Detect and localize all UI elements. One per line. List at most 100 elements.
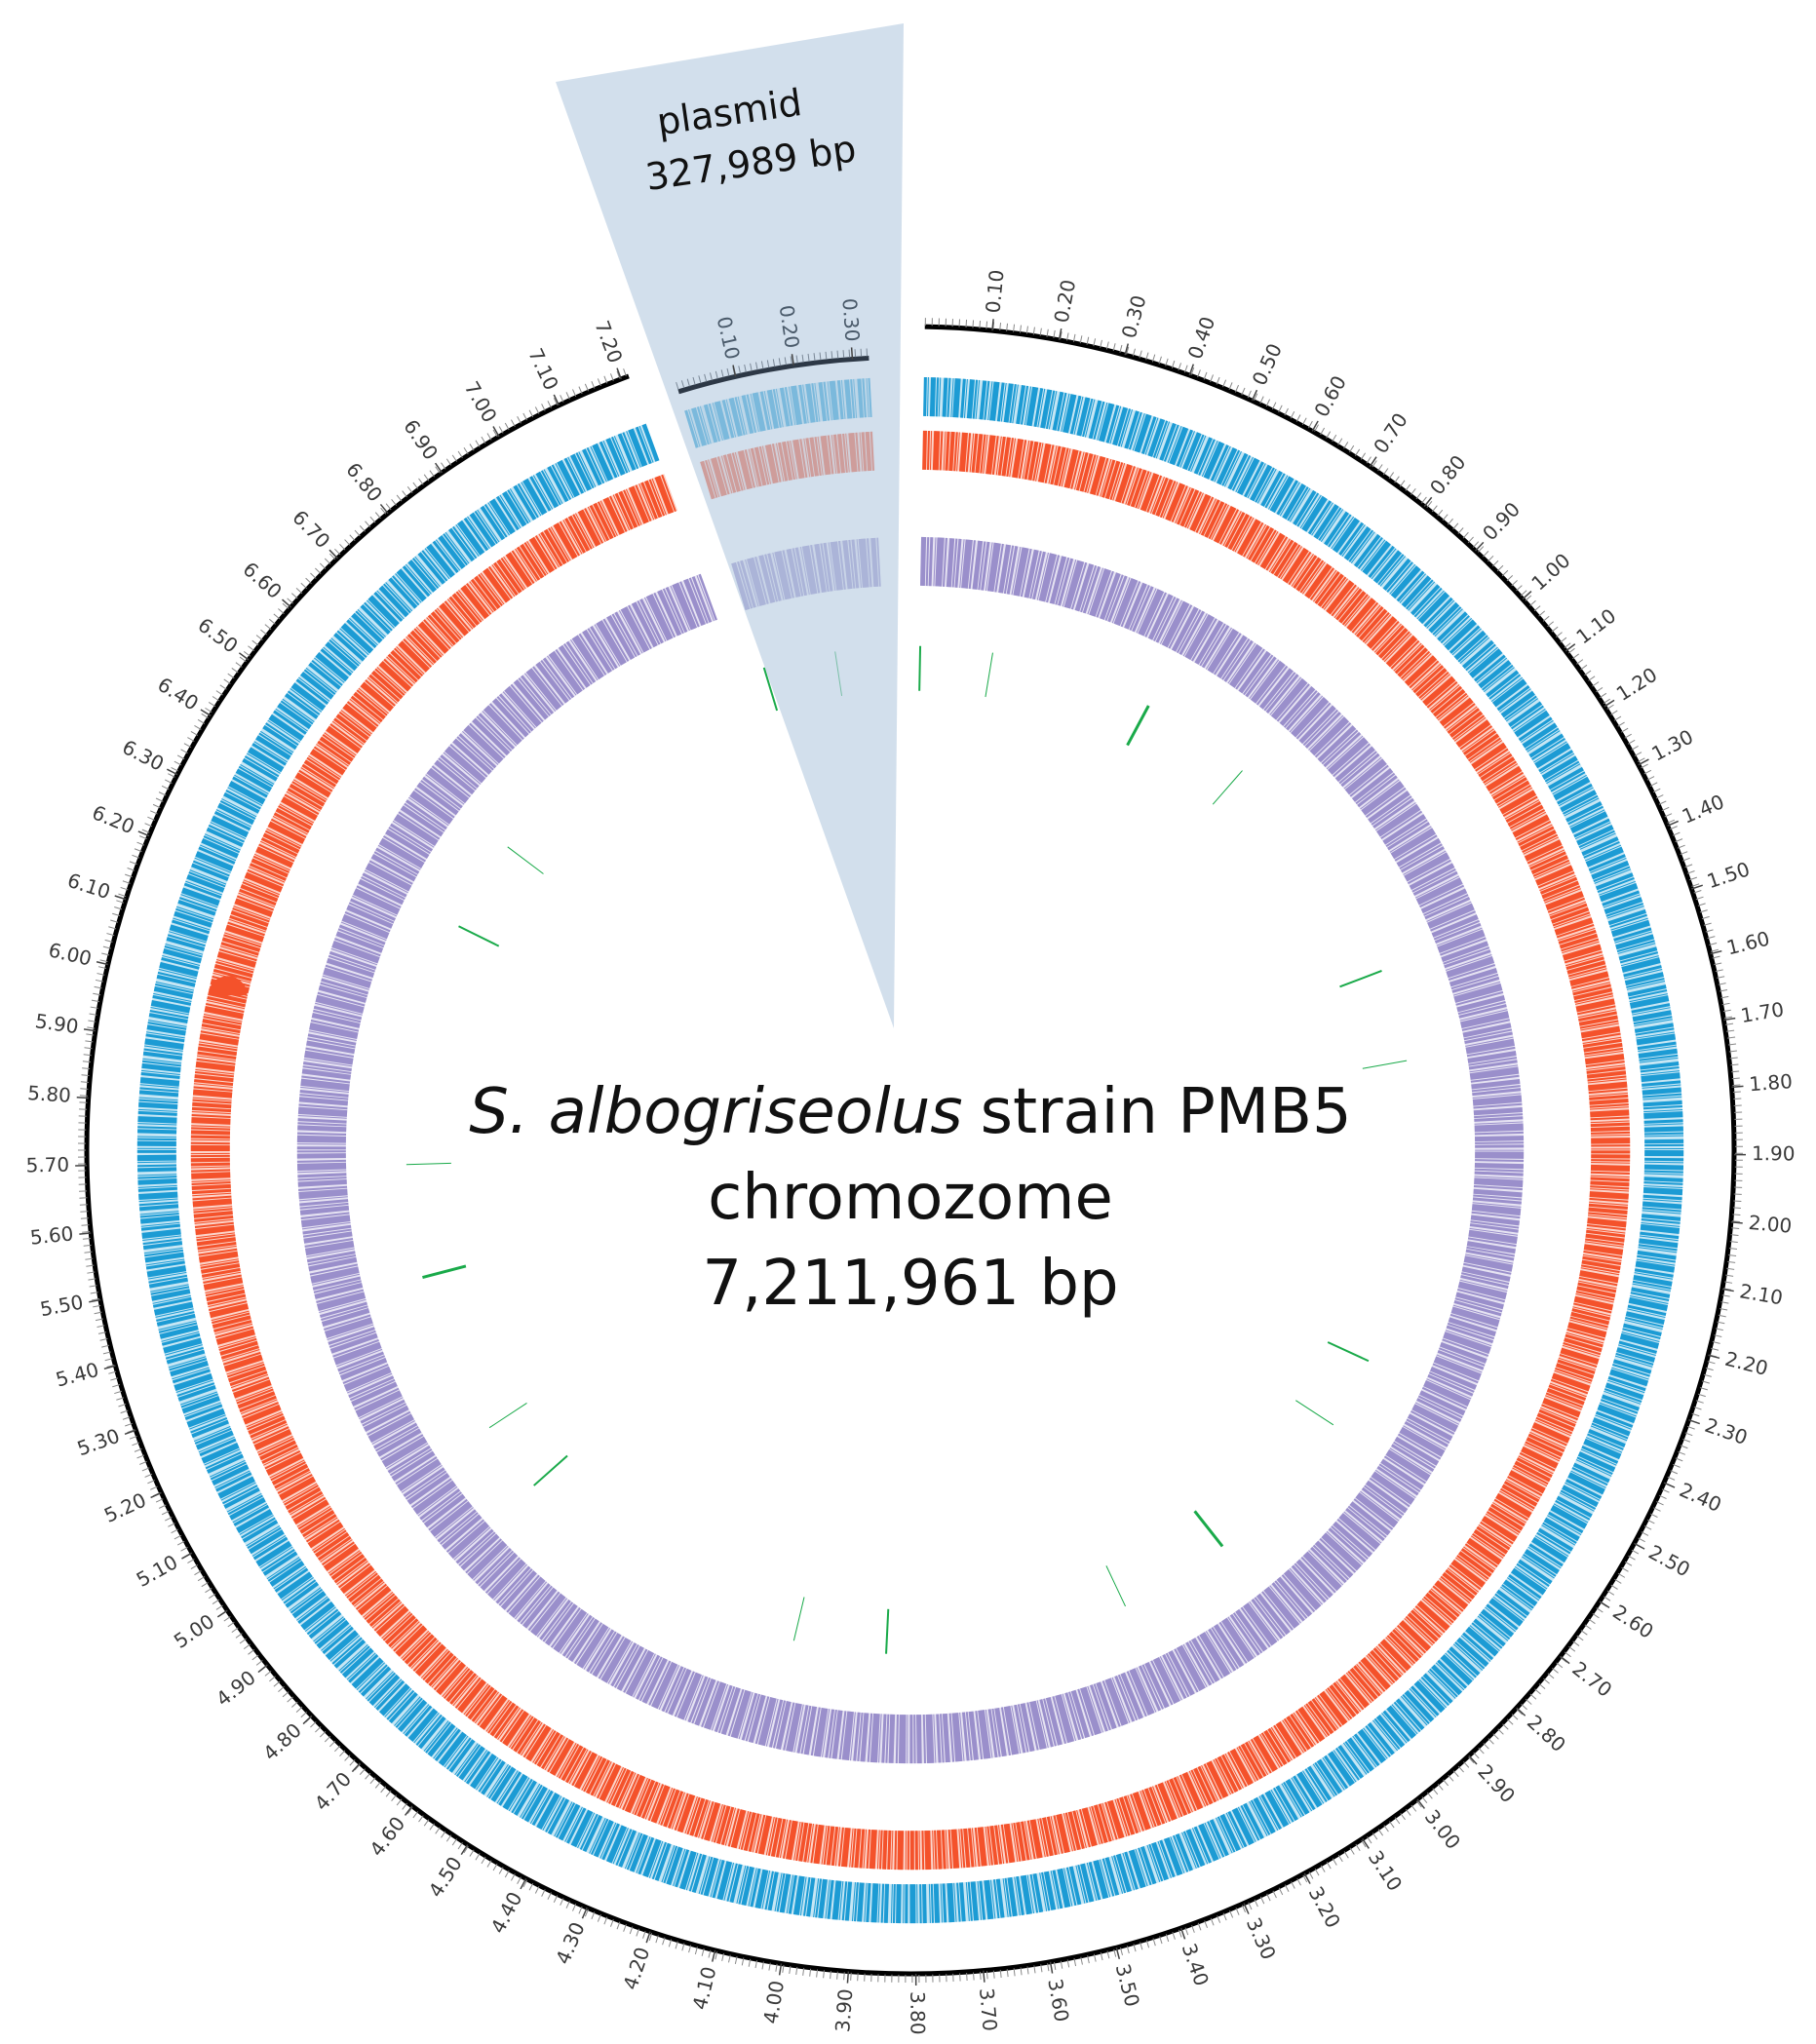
chromosome-tick <box>645 1931 651 1944</box>
chromosome-tick-label: 0.30 <box>1117 292 1151 340</box>
chromosome-tick <box>1565 643 1576 652</box>
chromosome-track <box>190 430 1631 1870</box>
chromosome-tick-label: 7.20 <box>590 318 627 366</box>
chromosome-tick <box>1251 389 1258 402</box>
chromosome-size: 7,211,961 bp <box>702 1248 1118 1320</box>
chromosome-tick-label: 2.30 <box>1702 1413 1751 1449</box>
chromosome-tick-label: 4.60 <box>365 1812 409 1861</box>
chromosome-tick <box>1522 591 1532 600</box>
chromosome-tick <box>137 830 150 837</box>
chromosome-tick-label: 6.10 <box>64 868 113 904</box>
chromosome-tick <box>1691 884 1703 890</box>
plasmid-tick-label: 0.30 <box>837 297 864 342</box>
chromosome-tick <box>581 1907 588 1919</box>
chromosome-tick-label: 2.60 <box>1608 1600 1657 1642</box>
chromosome-subtitle: chromozome <box>708 1162 1113 1234</box>
chromosome-tick <box>238 652 250 661</box>
chromosome-minor-ticks <box>78 318 1743 1983</box>
chromosome-tick <box>1638 758 1649 766</box>
chromosome-tick <box>124 1429 136 1436</box>
chromosome-tick-label: 6.80 <box>341 458 387 507</box>
chromosome-tick-label: 6.40 <box>153 673 202 715</box>
chromosome-tick <box>1723 1017 1736 1022</box>
chromosome-tick <box>150 1491 162 1499</box>
chromosome-tick-label: 6.90 <box>399 415 443 464</box>
chromosome-tick-label: 4.30 <box>551 1918 590 1967</box>
chromosome-tick <box>96 961 108 966</box>
chromosome-tick-label: 2.00 <box>1748 1211 1793 1238</box>
plasmid-wedge <box>556 23 904 1028</box>
chromosome-tick <box>616 367 622 380</box>
chromosome-tick <box>1560 1655 1570 1665</box>
chromosome-tick <box>302 1715 313 1725</box>
chromosome-tick-label: 2.90 <box>1473 1759 1520 1807</box>
chromosome-track-base <box>429 669 1393 1633</box>
chromosome-tick-label: 5.50 <box>38 1291 85 1322</box>
chromosome-tick <box>778 1963 783 1976</box>
chromosome-tick-label: 3.60 <box>1043 1977 1073 2024</box>
chromosome-backbone <box>84 324 1737 1977</box>
chromosome-tick <box>846 1971 850 1984</box>
chromosome-tick <box>520 1877 527 1890</box>
chromosome-tick-label: 5.90 <box>34 1009 81 1038</box>
chromosome-tick-label: 0.10 <box>981 269 1008 315</box>
chromosome-tick <box>1416 1798 1426 1809</box>
chromosome-tick-label: 3.40 <box>1178 1941 1214 1989</box>
chromosome-tick <box>404 1805 413 1816</box>
chromosome-tick-label: 4.40 <box>485 1888 526 1938</box>
chromosome-tick <box>492 426 500 438</box>
chromosome-tick-label: 3.00 <box>1420 1805 1465 1854</box>
chromosome-tick-label: 0.90 <box>1478 497 1525 545</box>
chromosome-tick-label: 5.40 <box>54 1358 101 1392</box>
chromosome-tick <box>1115 1947 1121 1959</box>
chromosome-tick <box>200 709 212 716</box>
chromosome-tick <box>216 1609 228 1618</box>
chromosome-tick-label: 4.00 <box>758 1979 789 2025</box>
chromosome-tick-label: 1.50 <box>1704 857 1753 893</box>
chromosome-tick-label: 4.90 <box>212 1666 260 1712</box>
chromosome-tick-label: 3.20 <box>1304 1882 1345 1932</box>
chromosome-tick <box>103 1365 116 1370</box>
chromosome-tick <box>1311 420 1319 432</box>
strain-name: strain PMB5 <box>981 1076 1352 1148</box>
chromosome-tick <box>1423 496 1433 508</box>
chromosome-tick <box>1369 456 1377 468</box>
chromosome-tick-label: 1.10 <box>1571 603 1620 648</box>
chromosome-tick <box>1179 1927 1186 1940</box>
chromosome-title: S. albogriseolus strain PMB5 <box>469 1076 1351 1148</box>
chromosome-tick-label: 5.20 <box>100 1488 149 1527</box>
chromosome-tick-label: 1.40 <box>1679 790 1727 829</box>
chromosome-track <box>136 376 1684 1924</box>
chromosome-tick-label: 1.90 <box>1752 1141 1796 1165</box>
chromosome-tick-label: 7.00 <box>460 377 502 427</box>
chromosome-tick-label: 0.70 <box>1369 408 1412 457</box>
tracks <box>136 376 1684 1924</box>
axes: 0.10 0.20 0.30 0.40 0.50 0.60 0.70 0.800.901.00… <box>25 269 1795 2035</box>
chromosome-tick-label: 3.50 <box>1111 1961 1144 2009</box>
chromosome-tick <box>1721 1288 1734 1292</box>
chromosome-tick-label: 0.20 <box>1050 278 1081 325</box>
chromosome-tick <box>1362 1837 1370 1849</box>
chromosome-tick-label: 2.10 <box>1738 1279 1785 1309</box>
chromosome-tick-label: 6.50 <box>194 613 243 658</box>
chromosome-tick <box>79 1232 92 1235</box>
plasmid-tick <box>791 354 794 366</box>
chromosome-tick-label: 4.80 <box>258 1718 306 1765</box>
chromosome-tick <box>89 1298 101 1303</box>
chromosome-tick-label: 6.20 <box>89 800 137 838</box>
chromosome-tick-label: 4.70 <box>310 1767 357 1815</box>
chromosome-tick-label: 2.70 <box>1567 1657 1616 1702</box>
chromosome-tick-label: 3.30 <box>1242 1914 1281 1963</box>
chromosome-tick-label: 6.00 <box>46 938 94 970</box>
chromosome-tick <box>1049 1961 1054 1974</box>
chromosome-tick <box>282 598 292 608</box>
chromosome-tick-label: 2.20 <box>1722 1347 1770 1380</box>
chromosome-tick <box>991 319 994 331</box>
chromosome-tick <box>434 462 444 474</box>
chromosome-tick-label: 6.60 <box>239 558 287 603</box>
chromosome-tick <box>1688 1418 1701 1425</box>
chromosome-tick <box>114 895 127 901</box>
chromosome-tick <box>1468 1755 1478 1765</box>
chromosome-tick <box>460 1844 469 1855</box>
plasmid-minor-ticks <box>676 348 869 390</box>
